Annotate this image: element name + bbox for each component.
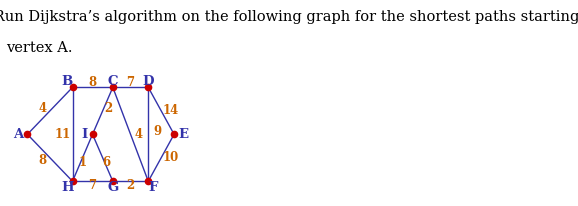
Text: 1: 1: [79, 156, 87, 169]
Text: 8: 8: [88, 76, 97, 89]
Text: 9: 9: [153, 125, 161, 138]
Text: C: C: [108, 75, 118, 88]
Text: 4: 4: [39, 102, 47, 115]
Text: D: D: [143, 75, 154, 88]
Text: F: F: [148, 181, 157, 194]
Text: G: G: [107, 181, 118, 194]
Text: 10: 10: [162, 151, 179, 164]
Text: H: H: [62, 181, 75, 194]
Text: 4: 4: [135, 128, 143, 141]
Text: 6: 6: [102, 156, 110, 169]
Text: I: I: [81, 128, 88, 141]
Text: 2: 2: [105, 102, 113, 115]
Text: Run Dijkstra’s algorithm on the following graph for the shortest paths starting : Run Dijkstra’s algorithm on the followin…: [0, 10, 578, 24]
Text: 14: 14: [162, 104, 179, 117]
Text: B: B: [62, 75, 73, 88]
Text: 2: 2: [127, 179, 135, 192]
Text: vertex A.: vertex A.: [6, 41, 72, 55]
Text: 8: 8: [39, 154, 47, 167]
Text: 7: 7: [127, 76, 135, 89]
Text: A: A: [13, 128, 24, 141]
Text: E: E: [179, 128, 189, 141]
Text: 7: 7: [88, 179, 97, 192]
Text: 11: 11: [55, 128, 71, 141]
